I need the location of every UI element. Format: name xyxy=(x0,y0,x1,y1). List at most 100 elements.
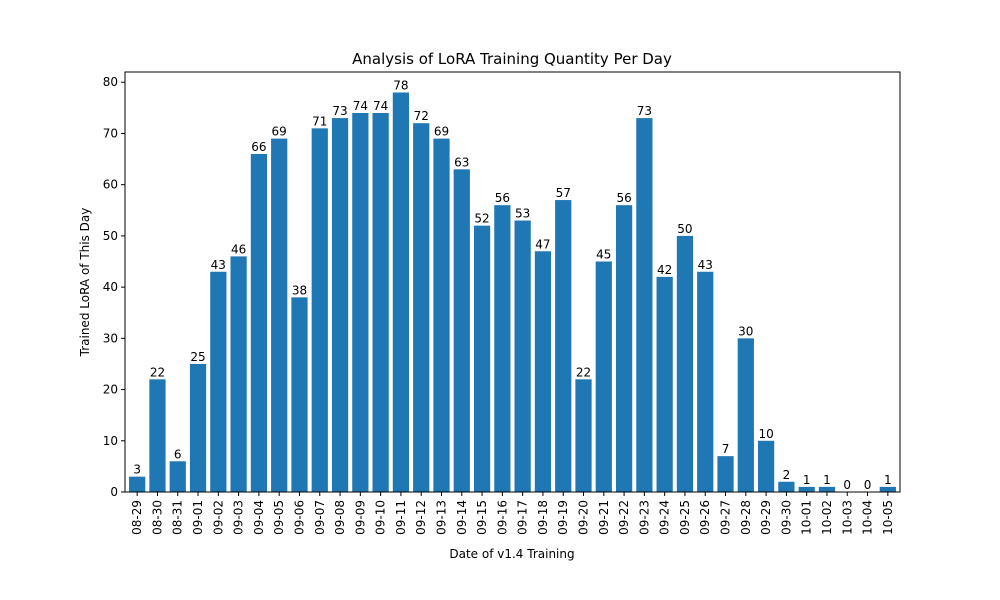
data-label-09-20: 22 xyxy=(576,365,591,379)
x-tick-label-09-21: 09-21 xyxy=(597,500,611,535)
data-label-09-07: 71 xyxy=(312,114,327,128)
data-label-09-12: 72 xyxy=(414,109,429,123)
bar-09-23 xyxy=(636,118,653,492)
x-tick-label-09-04: 09-04 xyxy=(252,500,266,535)
bar-09-27 xyxy=(717,456,734,492)
x-tick-label-09-26: 09-26 xyxy=(698,500,712,535)
bar-09-22 xyxy=(615,205,633,493)
bar-09-06 xyxy=(291,297,308,492)
x-tick-label-10-04: 10-04 xyxy=(861,500,875,535)
x-tick-label-09-12: 09-12 xyxy=(414,500,428,535)
x-tick-label-09-23: 09-23 xyxy=(637,500,651,535)
bar-09-03 xyxy=(230,256,247,492)
y-tick-label-30: 30 xyxy=(103,331,118,345)
y-axis: 0 10 20 30 40 50 60 70 80 xyxy=(103,75,125,499)
x-tick-label-09-15: 09-15 xyxy=(475,500,489,535)
x-tick-label-09-03: 09-03 xyxy=(232,500,246,535)
x-tick-label-09-08: 09-08 xyxy=(333,500,347,535)
bar-09-16 xyxy=(494,205,511,493)
bar-09-14 xyxy=(453,169,470,492)
y-tick-label-50: 50 xyxy=(103,229,118,243)
x-tick-label-09-06: 09-06 xyxy=(292,500,306,535)
y-tick-label-10: 10 xyxy=(103,434,118,448)
data-label-10-01: 1 xyxy=(803,473,811,487)
x-axis-label: Date of v1.4 Training xyxy=(449,547,574,561)
x-tick-label-09-19: 09-19 xyxy=(556,500,570,535)
plot-frame xyxy=(124,71,901,493)
x-tick-label-09-16: 09-16 xyxy=(495,500,509,535)
x-tick-label-09-18: 09-18 xyxy=(536,500,550,535)
data-label-09-02: 43 xyxy=(211,258,226,272)
data-label-09-15: 52 xyxy=(474,212,489,226)
bar-09-28 xyxy=(737,338,754,492)
x-tick-label-09-10: 09-10 xyxy=(374,500,388,535)
data-label-09-27: 7 xyxy=(722,442,730,456)
bar-09-25 xyxy=(676,235,694,492)
bar-09-05 xyxy=(271,138,288,492)
bar-09-04 xyxy=(250,153,268,492)
bar-09-19 xyxy=(555,200,572,493)
data-label-08-31: 6 xyxy=(174,447,182,461)
data-label-09-16: 56 xyxy=(495,191,510,205)
x-tick-label-08-31: 08-31 xyxy=(171,500,185,535)
bar-09-07 xyxy=(311,128,328,492)
bars-group xyxy=(129,92,896,493)
x-tick-label-09-13: 09-13 xyxy=(434,500,448,535)
bar-09-17 xyxy=(514,220,531,492)
x-tick-label-09-14: 09-14 xyxy=(455,500,469,535)
x-tick-label-09-25: 09-25 xyxy=(678,500,692,535)
data-label-09-21: 45 xyxy=(596,248,611,262)
data-label-10-04: 0 xyxy=(864,478,872,492)
data-label-09-30: 2 xyxy=(783,468,791,482)
x-tick-label-09-28: 09-28 xyxy=(739,500,753,535)
x-tick-label-08-30: 08-30 xyxy=(150,500,164,535)
x-tick-label-09-01: 09-01 xyxy=(191,500,205,535)
y-tick-label-0: 0 xyxy=(110,485,118,499)
y-tick-label-60: 60 xyxy=(103,178,118,192)
x-tick-label-09-24: 09-24 xyxy=(658,500,672,535)
data-label-08-30: 22 xyxy=(150,365,165,379)
data-label-09-29: 10 xyxy=(758,427,773,441)
data-label-09-28: 30 xyxy=(738,324,753,338)
x-tick-label-09-17: 09-17 xyxy=(516,500,530,535)
x-tick-label-09-11: 09-11 xyxy=(394,500,408,535)
x-tick-label-10-01: 10-01 xyxy=(800,500,814,535)
bar-09-09 xyxy=(352,112,369,492)
bar-10-01 xyxy=(798,486,815,492)
bar-08-29 xyxy=(129,476,146,492)
data-label-09-08: 73 xyxy=(332,104,347,118)
x-tick-label-10-03: 10-03 xyxy=(840,500,854,535)
bar-09-15 xyxy=(473,225,491,492)
bar-09-18 xyxy=(534,251,552,492)
data-label-09-11: 78 xyxy=(393,78,408,92)
data-label-09-13: 69 xyxy=(434,125,449,139)
x-tick-label-09-22: 09-22 xyxy=(617,500,631,535)
x-tick-label-09-02: 09-02 xyxy=(211,500,225,535)
bar-10-02 xyxy=(818,486,836,492)
data-label-09-25: 50 xyxy=(677,222,692,236)
data-label-10-02: 1 xyxy=(823,473,831,487)
bar-09-02 xyxy=(210,271,227,492)
bar-09-30 xyxy=(778,481,795,492)
data-label-09-03: 46 xyxy=(231,242,246,256)
x-tick-label-10-05: 10-05 xyxy=(881,500,895,535)
data-label-09-19: 57 xyxy=(556,186,571,200)
data-label-09-14: 63 xyxy=(454,155,469,169)
data-label-09-06: 38 xyxy=(292,283,307,297)
data-label-09-05: 69 xyxy=(272,125,287,139)
bar-09-21 xyxy=(595,261,612,492)
bar-09-01 xyxy=(189,363,207,492)
x-tick-label-09-29: 09-29 xyxy=(759,500,773,535)
data-label-10-03: 0 xyxy=(843,478,851,492)
bar-09-13 xyxy=(433,138,450,492)
y-tick-label-70: 70 xyxy=(103,126,118,140)
chart-title: Analysis of LoRA Training Quantity Per D… xyxy=(352,50,672,68)
bar-08-30 xyxy=(149,379,166,492)
bar-09-24 xyxy=(656,276,673,492)
data-label-09-22: 56 xyxy=(616,191,631,205)
y-tick-label-20: 20 xyxy=(103,383,118,397)
bar-09-10 xyxy=(372,112,389,492)
data-label-10-05: 1 xyxy=(884,473,892,487)
data-label-09-23: 73 xyxy=(637,104,652,118)
